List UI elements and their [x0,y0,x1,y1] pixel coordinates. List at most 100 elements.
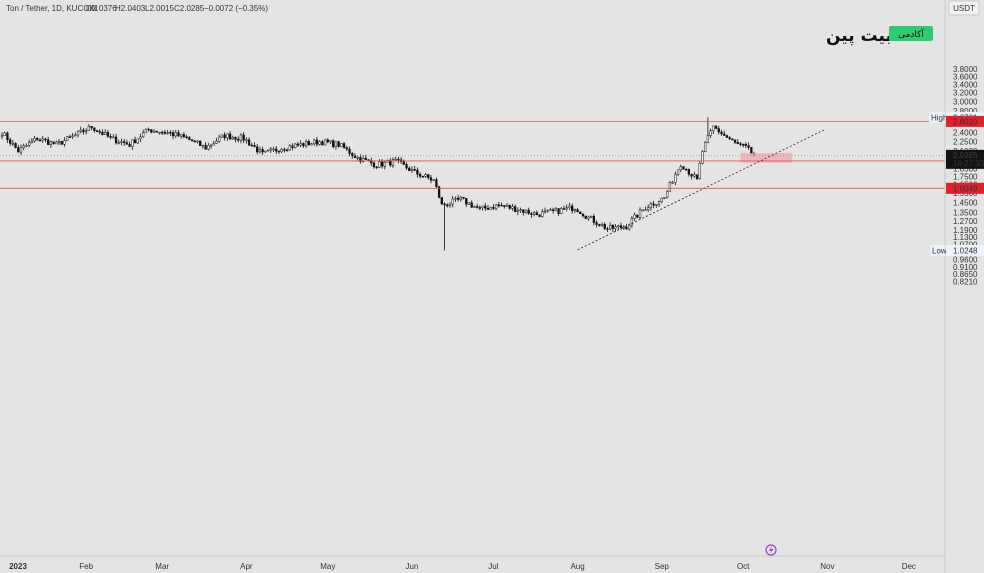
candle-body-down [234,137,237,140]
candle [47,136,50,146]
candle-body-down [478,207,481,209]
candle-body-up [489,207,492,210]
candle [429,174,433,184]
candle-body-down [190,139,194,142]
price-tick-label: 1.8500 [953,165,978,174]
candle-body-down [101,131,104,135]
candle [709,128,712,138]
candle [418,172,422,179]
candle [505,202,509,207]
candle [557,208,560,216]
candle-body-up [117,142,120,144]
candle [538,214,541,218]
price-tick-label: 0.9600 [953,256,978,265]
time-tick-label: May [320,562,335,571]
candle-body-down [581,213,585,217]
candle-body-down [307,141,310,146]
candle [465,198,468,208]
time-tick-label: Oct [737,562,750,571]
candle-body-down [427,174,430,178]
candle [231,135,234,141]
candle-body-up [554,208,558,211]
candle [609,222,612,231]
candle [63,137,66,147]
candle [454,196,457,202]
price-tick-label: 1.7500 [953,172,978,181]
candle [120,138,123,146]
candle-body-up [666,191,669,198]
candle-body-up [323,139,327,146]
candle-body-up [207,145,210,150]
candle-body-down [182,134,186,137]
candle-body-up [11,142,15,145]
candle [560,206,563,215]
price-axis[interactable] [945,0,984,573]
candle-body-down [351,153,354,156]
currency-label[interactable]: USDT [953,4,975,13]
candle-body-down [736,142,739,144]
replay-button[interactable] [765,544,777,556]
candle-body-down [14,142,17,148]
candle-body-up [644,209,647,211]
candle [161,130,164,136]
candle [375,166,378,170]
candle-body-down [188,137,191,140]
candle-body-down [375,166,378,169]
time-tick-label: Dec [902,562,916,571]
candle [218,134,221,143]
candle [237,136,240,143]
candle-body-up [139,136,142,140]
candles-group [0,117,756,251]
time-tick-label: Aug [570,562,584,571]
candle [90,125,93,131]
candle-body-up [712,125,715,131]
candle-body-up [104,132,107,135]
candle [204,142,207,150]
candle [733,139,737,145]
candle-body-up [71,135,74,138]
candle [576,207,579,213]
candle [421,175,424,178]
time-tick-label: Mar [155,562,169,571]
candle-body-up [519,209,522,211]
candle-body-down [595,222,598,225]
candle [174,130,177,138]
candle [315,136,319,147]
candle-body-up [340,143,343,147]
candle [234,136,237,143]
candle-body-up [280,149,283,153]
currency-button[interactable]: USDT [948,0,980,16]
candle [79,126,82,134]
candle [152,129,156,133]
currency-box[interactable] [948,0,980,16]
candle [123,139,126,146]
candle-body-up [568,205,571,208]
candle [416,167,419,178]
candle [3,131,6,136]
candle [484,202,487,211]
candle [489,206,492,210]
candle-body-up [657,201,661,205]
candle [17,144,20,153]
candle-body-down [535,212,539,216]
candle [266,149,270,152]
candle [446,203,449,208]
candle-body-down [193,140,196,143]
candle [280,147,283,154]
candle-body-up [674,174,677,183]
candle-body-up [701,151,704,164]
candle-body-up [361,157,365,162]
candle [14,142,17,149]
candle [180,134,183,139]
candle-body-up [19,147,23,153]
candle-body-down [429,177,433,181]
candle-body-down [750,147,753,154]
candle-body-up [671,181,674,184]
replay-icon[interactable] [765,544,777,556]
candle-body-down [503,205,506,207]
candle [245,137,248,144]
candle-body-up [524,209,528,213]
candle-body-down [551,209,555,211]
